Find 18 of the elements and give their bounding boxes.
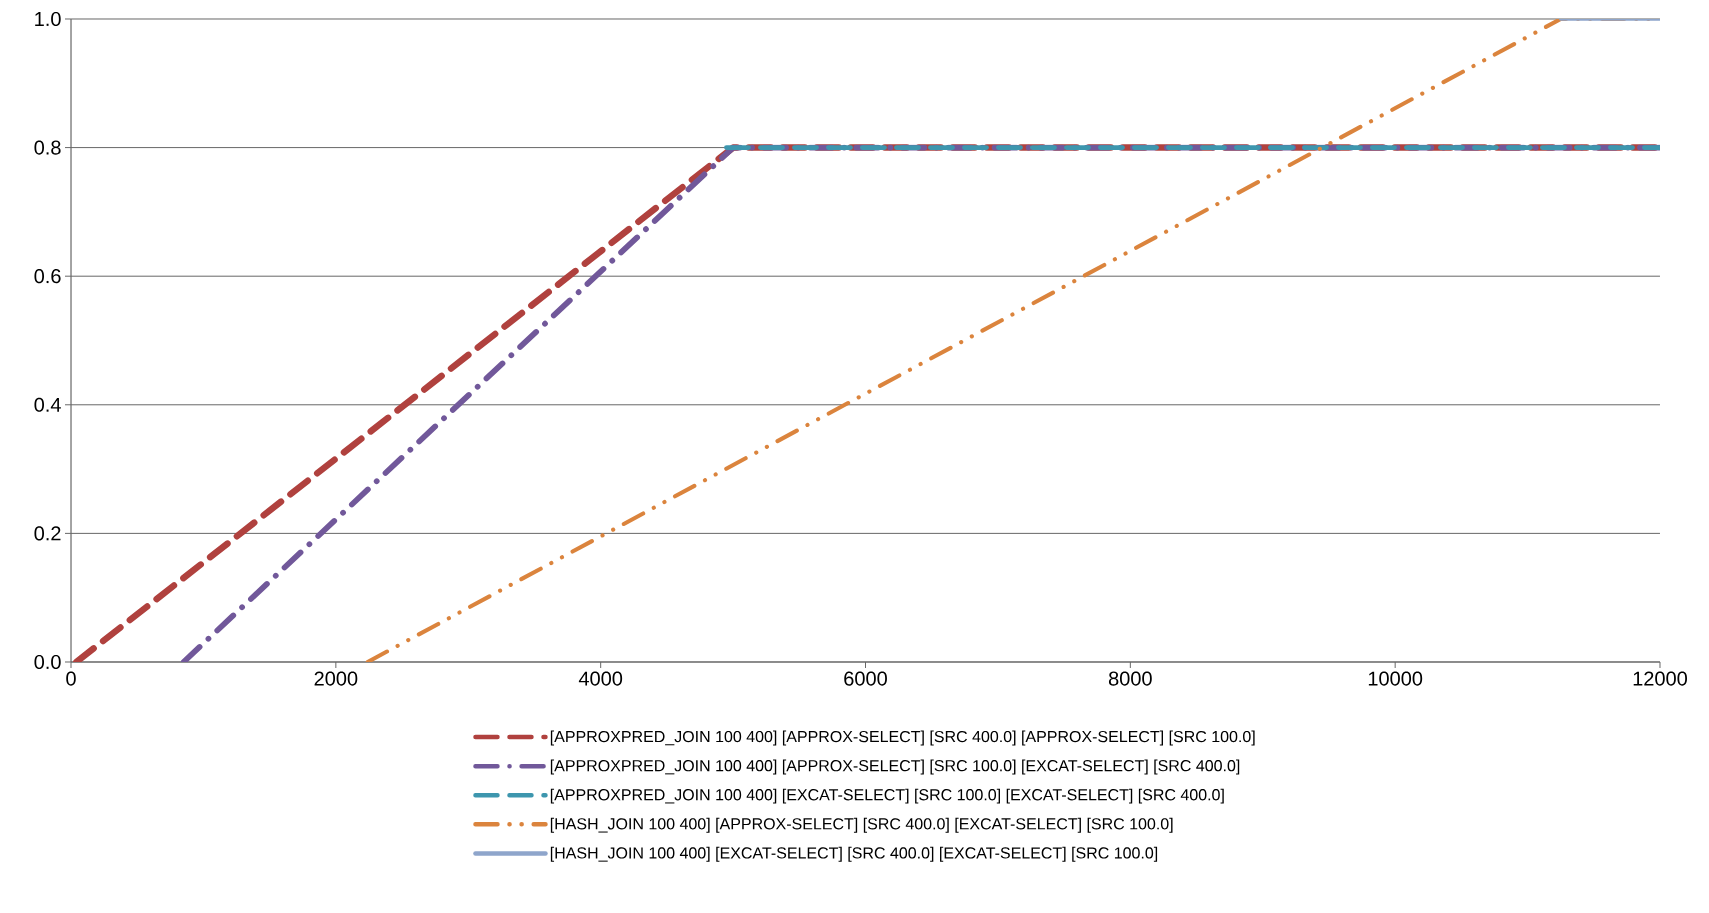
x-tick-label: 6000: [844, 671, 887, 686]
y-tick-label: 0.8: [34, 140, 61, 155]
x-tick-label: 8000: [1108, 671, 1152, 686]
y-tick-label: 0.4: [34, 397, 61, 412]
x-tick-label: 4000: [578, 671, 623, 686]
y-tick-label: 0.0: [34, 654, 61, 670]
x-tick-label: 2000: [314, 671, 358, 686]
legend-label: [APPROXPRED_JOIN 100 400] [APPROX-SELECT] [SRC 400.0] [APPROX-SELECT] [SRC 100.0]: [550, 730, 1255, 746]
x-tick-label: 0: [66, 671, 76, 686]
legend-label: [APPROXPRED_JOIN 100 400] [EXCAT-SELECT] [SRC 100.0] [EXCAT-SELECT] [SRC 400.0]: [550, 788, 1224, 804]
legend-label: [HASH_JOIN 100 400] [APPROX-SELECT] [SRC 400.0] [EXCAT-SELECT] [SRC 100.0]: [550, 817, 1173, 833]
y-tick-label: 1.0: [35, 11, 61, 27]
y-tick-label: 0.2: [34, 526, 61, 541]
x-tick-label: 10000: [1368, 671, 1423, 686]
y-tick-label: 0.6: [34, 269, 61, 284]
x-tick-label: 12000: [1633, 671, 1687, 686]
legend-label: [HASH_JOIN 100 400] [EXCAT-SELECT] [SRC 400.0] [EXCAT-SELECT] [SRC 100.0]: [550, 846, 1158, 862]
legend-label: [APPROXPRED_JOIN 100 400] [APPROX-SELECT] [SRC 100.0] [EXCAT-SELECT] [SRC 400.0]: [550, 759, 1240, 775]
